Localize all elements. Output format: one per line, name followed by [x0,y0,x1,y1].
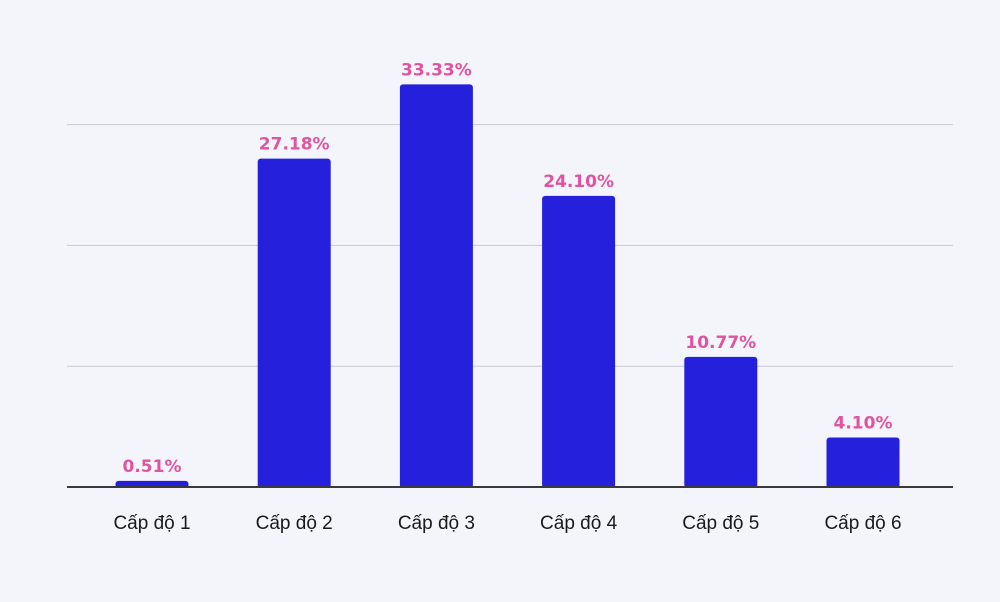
category-label: Cấp độ 4 [540,513,618,534]
bar [684,356,758,488]
gridlines [67,124,953,367]
category-label: Cấp độ 2 [256,513,333,534]
bar [399,84,473,488]
bar-value-label: 0.51% [123,457,182,477]
bar-value-label: 24.10% [543,172,614,192]
category-label: Cấp độ 1 [113,513,190,534]
bar [826,437,900,488]
bar-value-label: 33.33% [401,60,472,80]
bar-value-label: 4.10% [834,413,893,433]
category-label: Cấp độ 3 [398,513,475,534]
category-label: Cấp độ 6 [824,513,901,534]
bar [257,158,331,489]
category-label: Cấp độ 5 [682,513,759,534]
bar-value-label: 10.77% [685,333,756,353]
value-labels: 0.51% 27.18% 33.33% 24.10% 10.77% 4.10% [123,60,893,476]
bars [115,84,900,489]
bar [542,195,616,488]
category-labels: Cấp độ 1 Cấp độ 2 Cấp độ 3 Cấp độ 4 Cấp độ 5… [113,513,901,534]
bar-value-label: 27.18% [259,135,330,155]
